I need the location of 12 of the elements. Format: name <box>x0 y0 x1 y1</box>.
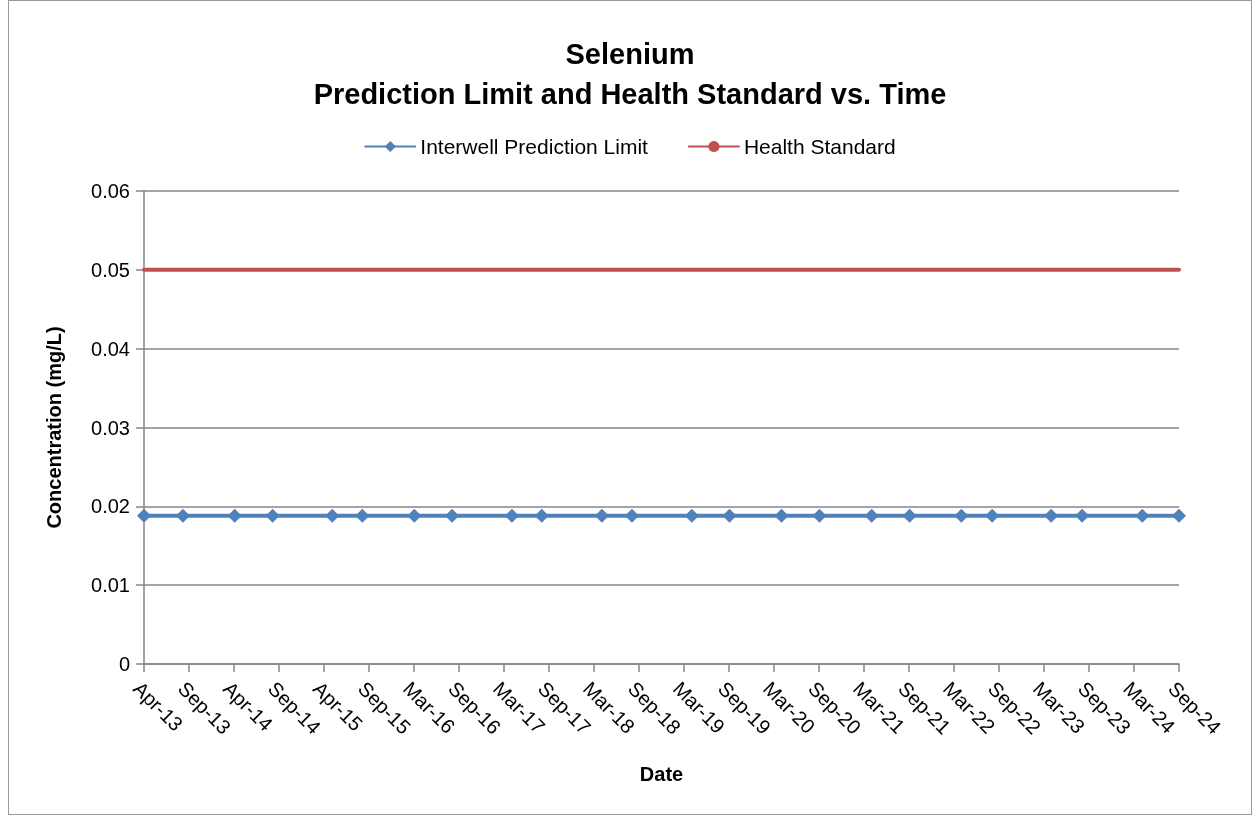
legend-label: Interwell Prediction Limit <box>420 135 649 158</box>
y-tick-label: 0.05 <box>91 258 130 281</box>
y-tick-label: 0 <box>118 653 130 675</box>
y-tick-label: 0.01 <box>91 574 130 597</box>
y-tick-label: 0.04 <box>91 337 130 360</box>
y-tick-label: 0.02 <box>91 495 130 518</box>
y-axis-title: Concentration (mg/L) <box>43 326 65 529</box>
y-tick-label: 0.06 <box>91 180 130 202</box>
x-axis-title: Date <box>639 763 684 785</box>
chart-title: Selenium Prediction Limit and Health Standard vs. Time <box>313 38 947 110</box>
legend-label: Health Standard <box>743 135 896 158</box>
y-tick-label: 0.03 <box>91 416 130 439</box>
